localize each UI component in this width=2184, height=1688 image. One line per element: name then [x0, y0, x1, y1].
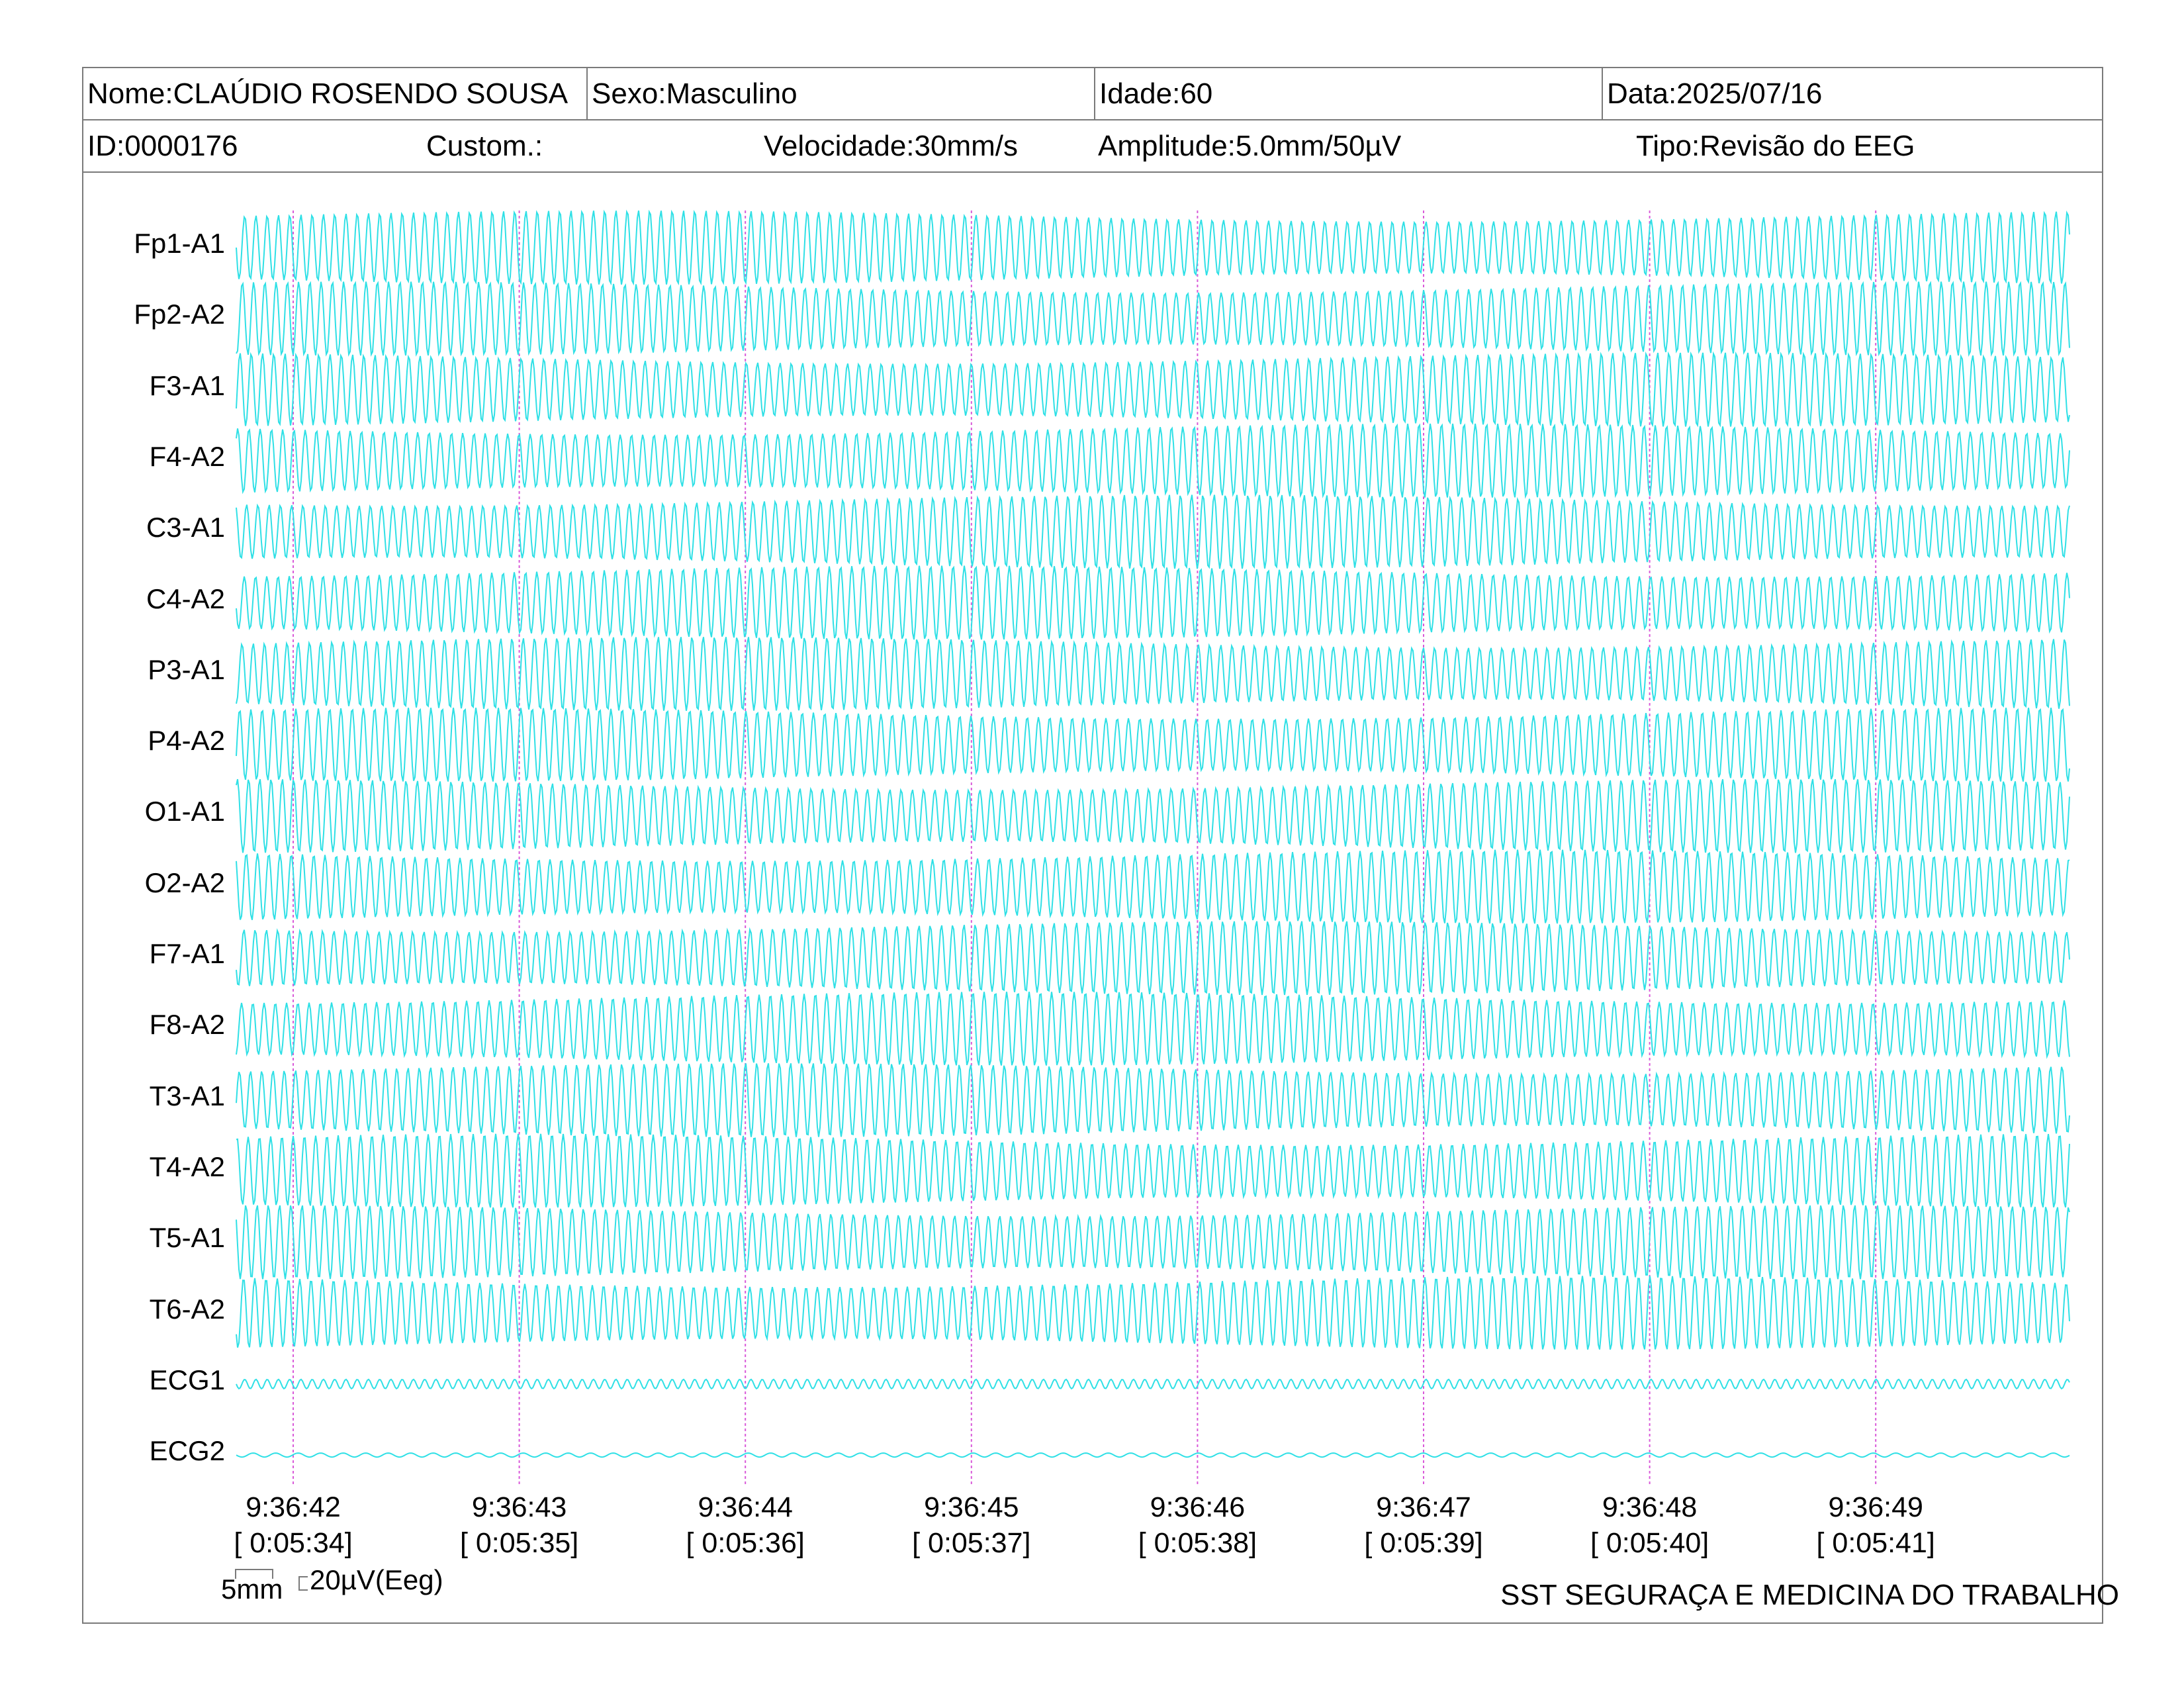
trace-ecg1: [236, 1378, 2070, 1390]
channel-label: P3-A1: [148, 653, 225, 685]
channel-label: P4-A2: [148, 725, 225, 757]
clock-time: 9:36:48: [1602, 1491, 1698, 1523]
trace-t3-a1: [236, 1063, 2070, 1137]
clock-time: 9:36:47: [1376, 1491, 1471, 1523]
time-tick: 9:36:48 [ 0:05:40]: [1551, 1489, 1749, 1561]
patient-sex: Sexo:Masculino: [586, 68, 1094, 119]
second-markers: [293, 211, 1877, 1485]
trace-t5-a1: [236, 1205, 2070, 1280]
channel-label: F3-A1: [149, 369, 225, 401]
patient-name: Nome:CLAÚDIO ROSENDO SOUSA: [87, 77, 569, 110]
channel-label: F4-A2: [149, 440, 225, 472]
time-tick: 9:36:47 [ 0:05:39]: [1324, 1489, 1523, 1561]
time-tick: 9:36:42 [ 0:05:34]: [194, 1489, 392, 1561]
time-tick: 9:36:43 [ 0:05:35]: [420, 1489, 619, 1561]
trace-p4-a2: [236, 708, 2070, 782]
channel-label: F8-A2: [149, 1009, 225, 1041]
channel-label: O1-A1: [144, 796, 225, 827]
review-type: Tipo:Revisão do EEG: [1636, 129, 1915, 162]
time-tick: 9:36:46 [ 0:05:38]: [1098, 1489, 1297, 1561]
elapsed-time: [ 0:05:37]: [912, 1527, 1031, 1559]
channel-label: Fp1-A1: [134, 228, 225, 259]
channel-label: T6-A2: [149, 1293, 225, 1325]
trace-o1-a1: [236, 778, 2070, 853]
channel-label: C3-A1: [146, 512, 225, 543]
clock-time: 9:36:46: [1150, 1491, 1246, 1523]
elapsed-time: [ 0:05:41]: [1816, 1527, 1935, 1559]
header-row-recording: ID:0000176 Custom.: Velocidade:30mm/s Am…: [83, 120, 2102, 173]
elapsed-time: [ 0:05:40]: [1590, 1527, 1709, 1559]
custom-field: Custom.:: [426, 129, 543, 162]
trace-c3-a1: [236, 494, 2070, 569]
trace-f4-a2: [236, 423, 2070, 499]
channel-label: C4-A2: [146, 583, 225, 614]
trace-fp1-a1: [236, 209, 2070, 286]
time-tick: 9:36:49 [ 0:05:41]: [1776, 1489, 1975, 1561]
amplitude-scale-label: 20µV(Eeg): [310, 1564, 443, 1595]
amplitude-scale-bar: [298, 1576, 308, 1591]
channel-label: T3-A1: [149, 1080, 225, 1111]
channel-traces: [236, 209, 2070, 1458]
trace-t6-a2: [236, 1276, 2070, 1350]
channel-label: T4-A2: [149, 1150, 225, 1182]
organization-name: SST SEGURAÇA E MEDICINA DO TRABALHO: [1500, 1579, 2119, 1611]
channel-label: T5-A1: [149, 1222, 225, 1254]
record-id: ID:0000176: [87, 129, 238, 162]
amplitude-setting: Amplitude:5.0mm/50µV: [1098, 129, 1402, 162]
trace-ecg2: [236, 1452, 2070, 1458]
patient-age: Idade:60: [1094, 68, 1602, 119]
trace-f8-a2: [236, 992, 2070, 1066]
channel-label: ECG2: [149, 1435, 225, 1467]
clock-time: 9:36:45: [924, 1491, 1019, 1523]
elapsed-time: [ 0:05:38]: [1138, 1527, 1257, 1559]
report-frame: Nome:CLAÚDIO ROSENDO SOUSA Sexo:Masculin…: [82, 67, 2103, 1624]
channel-label: F7-A1: [149, 938, 225, 969]
trace-p3-a1: [236, 637, 2070, 711]
channel-label: ECG1: [149, 1364, 225, 1395]
elapsed-time: [ 0:05:39]: [1364, 1527, 1483, 1559]
scale-bar: [235, 1569, 308, 1591]
channel-label: Fp2-A2: [134, 299, 225, 330]
clock-time: 9:36:44: [698, 1491, 793, 1523]
clock-time: 9:36:42: [246, 1491, 341, 1523]
time-tick: 9:36:44 [ 0:05:36]: [646, 1489, 844, 1561]
record-date: Data:2025/07/16: [1602, 68, 2102, 119]
trace-o2-a2: [236, 849, 2070, 924]
trace-c4-a2: [236, 565, 2070, 640]
channel-label: O2-A2: [144, 867, 225, 898]
clock-time: 9:36:43: [471, 1491, 567, 1523]
trace-f3-a1: [236, 351, 2070, 428]
trace-f7-a1: [236, 921, 2070, 996]
trace-t4-a2: [236, 1133, 2070, 1208]
time-tick: 9:36:45 [ 0:05:37]: [872, 1489, 1071, 1561]
clock-time: 9:36:49: [1828, 1491, 1923, 1523]
speed-setting: Velocidade:30mm/s: [764, 129, 1018, 162]
header-row-patient: Nome:CLAÚDIO ROSENDO SOUSA Sexo:Masculin…: [83, 68, 2102, 120]
time-scale-bar: [235, 1569, 273, 1579]
elapsed-time: [ 0:05:36]: [686, 1527, 805, 1559]
elapsed-time: [ 0:05:35]: [459, 1527, 579, 1559]
trace-fp2-a2: [236, 281, 2070, 357]
elapsed-time: [ 0:05:34]: [234, 1527, 353, 1559]
time-scale-label: 5mm: [221, 1573, 283, 1605]
